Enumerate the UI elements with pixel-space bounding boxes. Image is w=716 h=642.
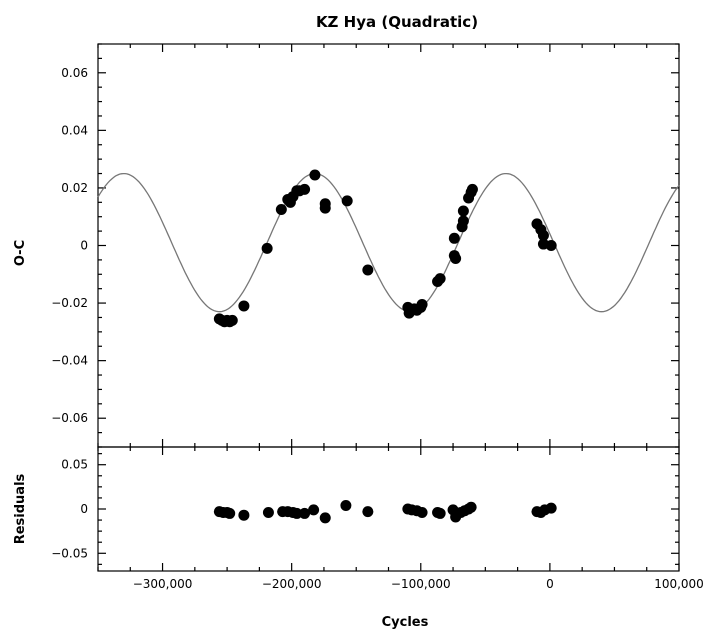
oc-y-tick-label: 0.02 [61,181,88,195]
oc-points [213,169,557,328]
residual-point [291,507,303,519]
oc-point [341,195,353,207]
oc-y-tick-label: 0 [80,239,88,253]
residual-point [465,501,477,513]
residuals-axes: −0.05 0 0.05 [51,447,680,571]
oc-axes: −0.06 −0.04 −0.02 0 0.02 0.04 0.06 [51,43,680,448]
oc-point [450,252,462,264]
x-tick-labels: −300,000 −200,000 −100,000 0 100,000 [133,577,704,591]
oc-point [362,264,374,276]
x-tick-label: −100,000 [391,577,451,591]
oc-point [261,242,273,254]
x-tick-label: 0 [546,577,554,591]
oc-panel-frame [97,43,680,448]
residual-point [319,512,331,524]
x-tick-label: 100,000 [654,577,704,591]
oc-y-axis-label: O-C [13,240,28,266]
oc-y-tick-label: −0.04 [51,354,88,368]
oc-point [457,215,469,227]
oc-y-tick-label: 0.06 [61,66,88,80]
residual-point [545,502,557,514]
chart-title: KZ Hya (Quadratic) [316,13,478,31]
residuals-y-axis-label: Residuals [13,473,28,544]
oc-point [299,183,311,195]
residual-point [434,507,446,519]
oc-point [275,204,287,216]
residual-point [362,506,374,518]
residuals-y-tick-label: 0 [80,502,88,516]
residual-point [308,504,320,516]
oc-point [416,299,428,311]
residual-point [238,509,250,521]
oc-point [466,183,478,195]
x-tick-label: −200,000 [262,577,322,591]
oc-point [537,229,549,241]
residual-point [416,507,428,519]
oc-y-tick-label: 0.04 [61,123,88,137]
fit-curve [97,172,680,313]
residuals-panel-frame [97,446,680,572]
oc-y-tick-label: −0.02 [51,296,88,310]
residual-point [262,507,274,519]
oc-point [226,314,238,326]
oc-point [434,273,446,285]
oc-point [457,205,469,217]
residual-point [299,507,311,519]
oc-point [448,232,460,244]
residuals-y-tick-label: −0.05 [51,546,88,560]
residual-point [340,499,352,511]
oc-y-tick-label: −0.06 [51,411,88,425]
x-axis-label: Cycles [382,615,429,630]
x-tick-label: −300,000 [133,577,193,591]
oc-point [319,202,331,214]
residual-point [224,507,236,519]
oc-point [545,240,557,251]
oc-point [238,300,250,312]
residuals-y-tick-label: 0.05 [61,458,88,472]
residual-points [213,499,557,524]
oc-point [309,169,321,181]
